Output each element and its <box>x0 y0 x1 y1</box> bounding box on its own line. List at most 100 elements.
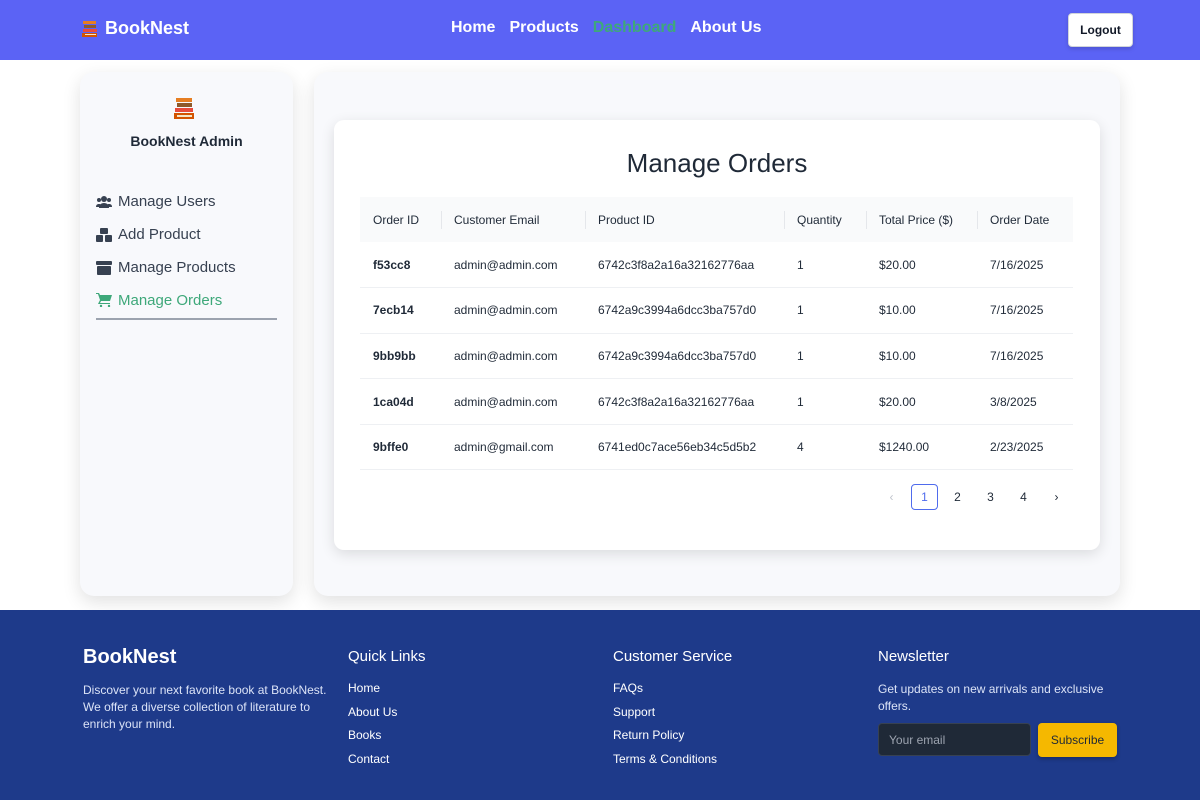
table-row: 9bffe0 admin@gmail.com 6741ed0c7ace56eb3… <box>360 424 1073 470</box>
orders-card: Manage Orders Order ID Customer Email Pr… <box>334 120 1100 550</box>
footer-link-terms[interactable]: Terms & Conditions <box>613 751 718 766</box>
cell-order-date: 7/16/2025 <box>990 303 1044 318</box>
nav-link-products[interactable]: Products <box>509 19 579 36</box>
footer-link-about-us[interactable]: About Us <box>348 704 398 719</box>
sidebar-item-manage-users[interactable]: Manage Users <box>96 185 277 218</box>
brand-logo[interactable]: BookNest <box>82 18 189 39</box>
admin-sidebar: BookNest Admin Manage Users Add Product <box>80 72 293 596</box>
column-header-customer-email[interactable]: Customer Email <box>441 197 585 242</box>
cell-order-id: 1ca04d <box>373 394 414 409</box>
pagination-page-3[interactable]: 3 <box>987 490 994 504</box>
cell-customer-email: admin@admin.com <box>454 348 558 363</box>
table-row: 1ca04d admin@admin.com 6742c3f8a2a16a321… <box>360 379 1073 425</box>
cell-total-price: $20.00 <box>879 257 916 272</box>
footer-about: BookNest Discover your next favorite boo… <box>83 646 328 733</box>
column-header-total-price[interactable]: Total Price ($) <box>866 197 977 242</box>
pagination-next-button[interactable]: › <box>1054 490 1059 504</box>
cell-customer-email: admin@admin.com <box>454 394 558 409</box>
cell-quantity: 1 <box>797 257 804 272</box>
footer-quick-links-list: Home About Us Books Contact <box>348 681 426 766</box>
cell-product-id: 6742a9c3994a6dcc3ba757d0 <box>598 348 757 363</box>
cell-quantity: 1 <box>797 303 804 318</box>
cell-total-price: $20.00 <box>879 394 916 409</box>
pagination-page-4[interactable]: 4 <box>1020 490 1027 504</box>
sidebar-item-label: Manage Users <box>118 193 216 210</box>
newsletter-email-input[interactable] <box>878 723 1031 756</box>
cell-order-id: 9bb9bb <box>373 348 416 363</box>
newsletter-text: Get updates on new arrivals and exclusiv… <box>878 682 1104 713</box>
books-icon <box>174 98 194 119</box>
cell-order-date: 3/8/2025 <box>990 394 1037 409</box>
nav-link-dashboard[interactable]: Dashboard <box>592 19 677 36</box>
page-title: Manage Orders <box>626 148 808 178</box>
subscribe-button[interactable]: Subscribe <box>1038 723 1117 757</box>
footer-customer-service-list: FAQs Support Return Policy Terms & Condi… <box>613 681 732 766</box>
footer-heading-quick-links: Quick Links <box>348 648 426 665</box>
table-header-row: Order ID Customer Email Product ID Quant… <box>360 197 1073 242</box>
column-header-order-id[interactable]: Order ID <box>373 212 420 227</box>
cell-customer-email: admin@admin.com <box>454 303 558 318</box>
footer-heading-customer-service: Customer Service <box>613 648 733 665</box>
users-icon <box>96 195 112 208</box>
column-header-order-date[interactable]: Order Date <box>977 197 1073 242</box>
footer-description: Discover your next favorite book at Book… <box>83 683 327 731</box>
cell-total-price: $10.00 <box>879 348 916 363</box>
sidebar-title: BookNest Admin <box>130 133 243 149</box>
pagination-page-1[interactable]: 1 <box>911 484 938 510</box>
footer: BookNest Discover your next favorite boo… <box>0 610 1200 800</box>
cell-order-date: 2/23/2025 <box>990 440 1044 455</box>
books-icon <box>82 20 97 37</box>
footer-customer-service: Customer Service FAQs Support Return Pol… <box>613 646 732 766</box>
footer-newsletter: Newsletter Get updates on new arrivals a… <box>878 646 1118 715</box>
cell-product-id: 6741ed0c7ace56eb34c5d5b2 <box>598 440 757 455</box>
cell-customer-email: admin@gmail.com <box>454 440 554 455</box>
pagination: ‹ 1 2 3 4 › <box>878 484 1076 510</box>
orders-table: Order ID Customer Email Product ID Quant… <box>360 197 1073 470</box>
cell-order-date: 7/16/2025 <box>990 257 1044 272</box>
sidebar-item-label: Manage Products <box>118 259 236 276</box>
cell-quantity: 1 <box>797 348 804 363</box>
sidebar-item-manage-orders[interactable]: Manage Orders <box>96 284 277 320</box>
footer-brand: BookNest <box>83 646 177 668</box>
box-icon <box>96 260 112 275</box>
cell-order-date: 7/16/2025 <box>990 348 1044 363</box>
table-row: 7ecb14 admin@admin.com 6742a9c3994a6dcc3… <box>360 288 1073 334</box>
footer-link-books[interactable]: Books <box>348 728 382 742</box>
footer-heading-newsletter: Newsletter <box>878 648 949 665</box>
column-header-product-id[interactable]: Product ID <box>585 197 784 242</box>
cart-icon <box>96 293 112 307</box>
sidebar-item-label: Add Product <box>118 226 201 243</box>
nav-link-about-us[interactable]: About Us <box>690 19 762 36</box>
cell-quantity: 1 <box>797 394 804 409</box>
top-navbar: BookNest Home Products Dashboard About U… <box>0 0 1200 60</box>
logout-button[interactable]: Logout <box>1068 13 1133 47</box>
pagination-page-2[interactable]: 2 <box>954 490 961 504</box>
cell-product-id: 6742c3f8a2a16a32162776aa <box>598 394 755 409</box>
nav-link-home[interactable]: Home <box>451 19 496 36</box>
cell-order-id: f53cc8 <box>373 257 411 272</box>
boxes-icon <box>96 227 112 242</box>
column-header-quantity[interactable]: Quantity <box>784 197 866 242</box>
sidebar-item-add-product[interactable]: Add Product <box>96 218 277 251</box>
cell-product-id: 6742a9c3994a6dcc3ba757d0 <box>598 303 757 318</box>
brand-name: BookNest <box>105 18 190 38</box>
sidebar-menu: Manage Users Add Product Manage Products… <box>96 185 277 320</box>
footer-quick-links: Quick Links Home About Us Books Contact <box>348 646 426 766</box>
nav-links: Home Products Dashboard About Us <box>451 19 761 37</box>
cell-order-id: 9bffe0 <box>373 440 409 455</box>
cell-total-price: $1240.00 <box>879 440 930 455</box>
cell-product-id: 6742c3f8a2a16a32162776aa <box>598 257 755 272</box>
cell-customer-email: admin@admin.com <box>454 257 558 272</box>
cell-total-price: $10.00 <box>879 303 916 318</box>
cell-order-id: 7ecb14 <box>373 303 414 318</box>
table-row: 9bb9bb admin@admin.com 6742a9c3994a6dcc3… <box>360 333 1073 379</box>
footer-link-home[interactable]: Home <box>348 681 381 695</box>
cell-quantity: 4 <box>797 440 804 455</box>
footer-link-return-policy[interactable]: Return Policy <box>613 728 685 742</box>
sidebar-item-manage-products[interactable]: Manage Products <box>96 251 277 284</box>
footer-link-faqs[interactable]: FAQs <box>613 681 644 695</box>
footer-link-support[interactable]: Support <box>613 704 656 719</box>
pagination-prev-button[interactable]: ‹ <box>889 490 894 504</box>
footer-link-contact[interactable]: Contact <box>348 751 390 766</box>
sidebar-item-label: Manage Orders <box>118 291 223 309</box>
